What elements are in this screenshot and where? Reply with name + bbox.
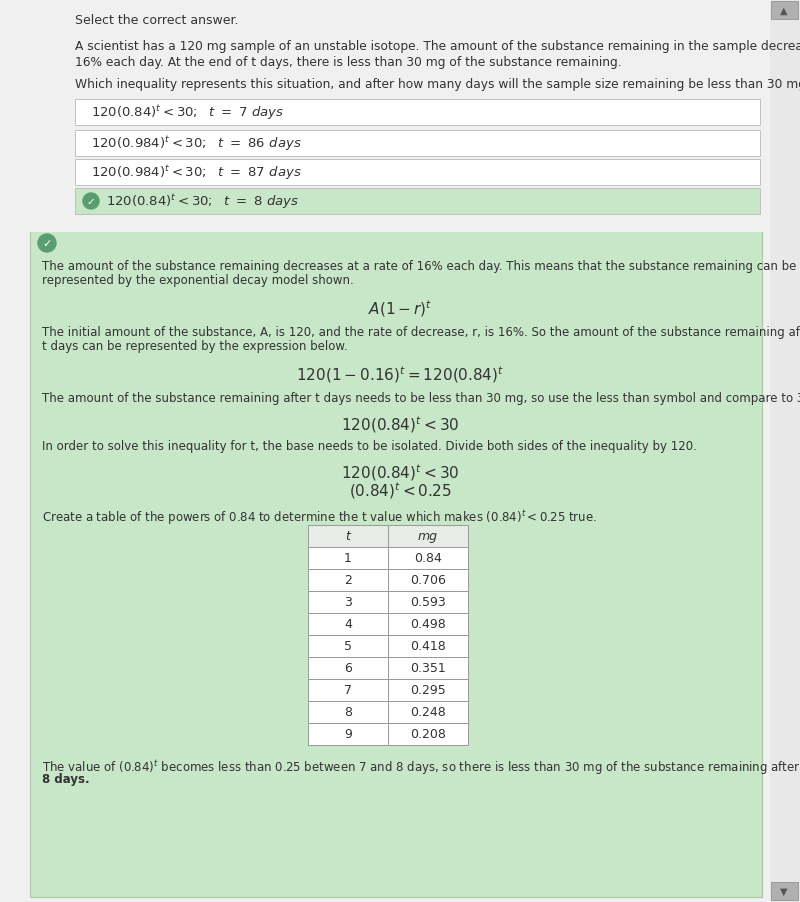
FancyBboxPatch shape xyxy=(388,592,468,613)
Text: The amount of the substance remaining after t days needs to be less than 30 mg, : The amount of the substance remaining af… xyxy=(42,391,800,405)
FancyBboxPatch shape xyxy=(388,569,468,592)
Text: A scientist has a 120 mg sample of an unstable isotope. The amount of the substa: A scientist has a 120 mg sample of an un… xyxy=(75,40,800,53)
Text: Create a table of the powers of 0.84 to determine the t value which makes $(0.84: Create a table of the powers of 0.84 to … xyxy=(42,508,597,526)
Text: 2: 2 xyxy=(344,574,352,587)
Text: 0.418: 0.418 xyxy=(410,640,446,653)
Text: 0.84: 0.84 xyxy=(414,552,442,565)
Text: 16% each day. At the end of t days, there is less than 30 mg of the substance re: 16% each day. At the end of t days, ther… xyxy=(75,56,622,69)
Text: $A(1-r)^t$: $A(1-r)^t$ xyxy=(368,298,432,318)
FancyBboxPatch shape xyxy=(771,882,798,900)
Text: $120(0.84)^t < 30$: $120(0.84)^t < 30$ xyxy=(341,462,459,483)
Text: $120(0.84)^t < 30;\ \ t\ =\ 7\ \mathit{days}$: $120(0.84)^t < 30;\ \ t\ =\ 7\ \mathit{d… xyxy=(91,104,285,122)
Text: 3: 3 xyxy=(344,596,352,609)
FancyBboxPatch shape xyxy=(308,723,388,745)
FancyBboxPatch shape xyxy=(308,613,388,635)
Text: ▲: ▲ xyxy=(780,6,788,16)
Text: 8: 8 xyxy=(344,705,352,719)
Text: 0.498: 0.498 xyxy=(410,618,446,630)
Text: 0.706: 0.706 xyxy=(410,574,446,587)
FancyBboxPatch shape xyxy=(388,701,468,723)
FancyBboxPatch shape xyxy=(308,635,388,658)
Text: 0.593: 0.593 xyxy=(410,596,446,609)
Circle shape xyxy=(83,194,99,210)
Text: mg: mg xyxy=(418,529,438,543)
Text: 5: 5 xyxy=(344,640,352,653)
Text: $120(0.84)^t < 30$: $120(0.84)^t < 30$ xyxy=(341,413,459,434)
Text: t: t xyxy=(346,529,350,543)
Text: $120(0.984)^t < 30;\ \ t\ =\ 86\ \mathit{days}$: $120(0.984)^t < 30;\ \ t\ =\ 86\ \mathit… xyxy=(91,134,302,153)
FancyBboxPatch shape xyxy=(75,189,760,215)
Text: ✓: ✓ xyxy=(42,239,52,249)
FancyBboxPatch shape xyxy=(388,679,468,701)
Text: 4: 4 xyxy=(344,618,352,630)
FancyBboxPatch shape xyxy=(771,2,798,20)
Text: 8 days.: 8 days. xyxy=(42,772,90,785)
FancyBboxPatch shape xyxy=(770,0,800,902)
Text: t days can be represented by the expression below.: t days can be represented by the express… xyxy=(42,340,348,353)
FancyBboxPatch shape xyxy=(388,635,468,658)
Text: $120(0.984)^t < 30;\ \ t\ =\ 87\ \mathit{days}$: $120(0.984)^t < 30;\ \ t\ =\ 87\ \mathit… xyxy=(91,163,302,182)
Text: 9: 9 xyxy=(344,728,352,741)
Text: ✓: ✓ xyxy=(86,197,95,207)
Text: Which inequality represents this situation, and after how many days will the sam: Which inequality represents this situati… xyxy=(75,78,800,91)
Text: 6: 6 xyxy=(344,662,352,675)
FancyBboxPatch shape xyxy=(308,701,388,723)
FancyBboxPatch shape xyxy=(0,0,770,233)
FancyBboxPatch shape xyxy=(308,592,388,613)
FancyBboxPatch shape xyxy=(388,723,468,745)
Text: represented by the exponential decay model shown.: represented by the exponential decay mod… xyxy=(42,273,354,287)
FancyBboxPatch shape xyxy=(308,526,388,548)
Text: ▼: ▼ xyxy=(780,886,788,896)
FancyBboxPatch shape xyxy=(75,100,760,126)
FancyBboxPatch shape xyxy=(388,613,468,635)
Text: $(0.84)^t < 0.25$: $(0.84)^t < 0.25$ xyxy=(349,480,451,500)
Text: In order to solve this inequality for t, the base needs to be isolated. Divide b: In order to solve this inequality for t,… xyxy=(42,439,697,453)
Text: $120(0.84)^t < 30;\ \ t\ =\ 8\ \mathit{days}$: $120(0.84)^t < 30;\ \ t\ =\ 8\ \mathit{d… xyxy=(106,192,299,211)
Text: The initial amount of the substance, A, is 120, and the rate of decrease, r, is : The initial amount of the substance, A, … xyxy=(42,326,800,338)
FancyBboxPatch shape xyxy=(308,548,388,569)
Text: 0.208: 0.208 xyxy=(410,728,446,741)
Text: The amount of the substance remaining decreases at a rate of 16% each day. This : The amount of the substance remaining de… xyxy=(42,260,796,272)
Text: $120(1 - 0.16)^t = 120(0.84)^t$: $120(1 - 0.16)^t = 120(0.84)^t$ xyxy=(296,364,504,384)
Text: 0.248: 0.248 xyxy=(410,705,446,719)
Text: 0.351: 0.351 xyxy=(410,662,446,675)
FancyBboxPatch shape xyxy=(308,658,388,679)
FancyBboxPatch shape xyxy=(388,526,468,548)
Text: 0.295: 0.295 xyxy=(410,684,446,696)
FancyBboxPatch shape xyxy=(388,548,468,569)
Circle shape xyxy=(38,235,56,253)
FancyBboxPatch shape xyxy=(308,569,388,592)
Text: 7: 7 xyxy=(344,684,352,696)
FancyBboxPatch shape xyxy=(75,131,760,157)
Text: Select the correct answer.: Select the correct answer. xyxy=(75,14,238,27)
Text: The value of $(0.84)^t$ becomes less than 0.25 between 7 and 8 days, so there is: The value of $(0.84)^t$ becomes less tha… xyxy=(42,757,800,776)
FancyBboxPatch shape xyxy=(308,679,388,701)
FancyBboxPatch shape xyxy=(75,160,760,186)
Text: 1: 1 xyxy=(344,552,352,565)
FancyBboxPatch shape xyxy=(30,230,762,897)
FancyBboxPatch shape xyxy=(388,658,468,679)
